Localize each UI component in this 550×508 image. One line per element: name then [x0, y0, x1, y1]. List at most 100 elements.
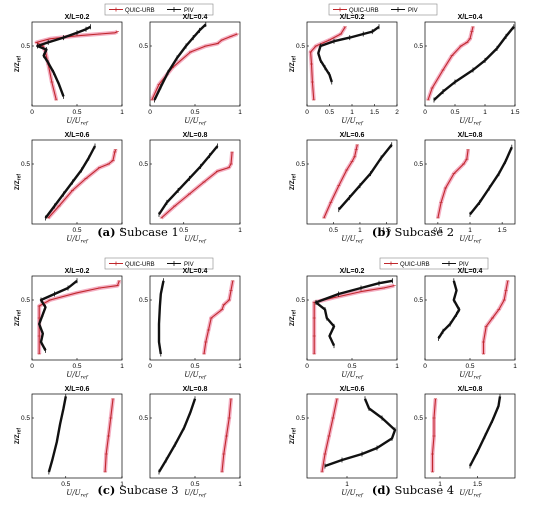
x-tick-label: 1: [120, 109, 124, 116]
panel-title: X/L=0.6: [65, 386, 90, 393]
y-tick-label: 0.5: [296, 43, 305, 50]
x-tick-label: 1.5: [473, 481, 482, 488]
y-axis-label: Z/Zref: [289, 310, 298, 326]
panel-title: X/L=0.8: [458, 132, 483, 139]
x-tick-label: 1: [238, 227, 242, 234]
y-axis-label: Z/Zref: [14, 428, 23, 444]
y-axis-label-sub: ref: [292, 174, 298, 181]
axes-box: [149, 275, 241, 361]
x-tick-label: 1: [345, 481, 349, 488]
legend-box: [104, 257, 214, 270]
x-axis-label-sub: ref: [355, 121, 363, 127]
x-axis-label: U/Uref: [459, 371, 482, 381]
x-axis-label-sub: ref: [80, 239, 88, 245]
panel-title: X/L=0.2: [65, 268, 90, 275]
x-tick-label: 0: [148, 363, 152, 370]
caption-label: (c): [97, 483, 115, 497]
model-line: [321, 398, 338, 473]
y-axis-label-sub: ref: [17, 56, 23, 63]
piv-line: [153, 23, 207, 101]
panel-4: X/L=0.80.5 10.5U/Uref: [139, 132, 242, 245]
piv-line: [44, 145, 97, 219]
legend-model-label: QUIC-URB: [349, 8, 379, 14]
model-glow: [312, 283, 395, 354]
x-tick-label: 0.5: [72, 227, 81, 234]
caption-text: Subcase 1: [116, 225, 179, 239]
x-axis-label-sub: ref: [355, 493, 363, 499]
y-axis-label: Z/Zref: [14, 310, 23, 326]
y-axis-label: Z/Zref: [289, 174, 298, 190]
axes-box: [306, 21, 398, 107]
x-axis-label: U/Uref: [66, 235, 89, 245]
axes-box: [424, 21, 516, 107]
model-line: [313, 285, 395, 354]
legend: QUIC-URB PIV: [328, 3, 438, 16]
model-line: [203, 280, 234, 355]
x-tick-label: 1.5: [382, 227, 391, 234]
model-glow: [202, 280, 235, 355]
x-tick-label: 1: [395, 363, 399, 370]
x-tick-label: 1: [120, 363, 124, 370]
legend-piv-label: PIV: [408, 8, 418, 14]
y-tick-label: 0.5: [139, 415, 148, 422]
x-axis-label: U/Uref: [66, 371, 89, 381]
model-line: [310, 26, 346, 101]
x-axis-label: U/Uref: [184, 489, 207, 499]
axes-box: [149, 139, 241, 225]
x-tick-label: 1: [350, 109, 354, 116]
piv-line: [314, 279, 393, 347]
legend-model-label: QUIC-URB: [125, 262, 155, 268]
model-line: [323, 144, 358, 219]
y-tick-label: 0.5: [296, 415, 305, 422]
piv-line: [469, 146, 513, 216]
panel-title: X/L=0.2: [340, 14, 365, 21]
model-line: [427, 26, 474, 101]
model-line: [104, 398, 114, 473]
piv-line: [437, 280, 461, 340]
x-axis-label: U/Uref: [459, 117, 482, 127]
axes-box: [424, 393, 516, 479]
y-axis-label-sub: ref: [17, 428, 23, 435]
x-axis-label-sub: ref: [473, 239, 481, 245]
x-tick-label: 0.5: [465, 363, 474, 370]
x-axis-label: U/Uref: [341, 117, 364, 127]
caption-label: (d): [372, 483, 391, 497]
x-tick-label: 0.5: [190, 363, 199, 370]
y-tick-label: 0.5: [414, 161, 423, 168]
x-axis-label-sub: ref: [473, 493, 481, 499]
y-axis-label-sub: ref: [17, 310, 23, 317]
panel-4: X/L=0.8 1 1.5 0.5 U/Uref: [414, 386, 516, 499]
piv-line: [433, 26, 515, 101]
x-tick-label: 1: [358, 227, 362, 234]
x-axis-label: U/Uref: [459, 489, 482, 499]
panel-title: X/L=0.2: [340, 268, 365, 275]
y-axis-label: Z/Zref: [14, 174, 23, 190]
y-axis-label-sub: ref: [292, 310, 298, 317]
x-tick-label: 0.5: [61, 481, 70, 488]
panel-title: X/L=0.8: [183, 386, 208, 393]
panel-title: X/L=0.8: [183, 132, 208, 139]
piv-line: [38, 279, 78, 351]
x-axis-label-sub: ref: [198, 239, 206, 245]
model-line: [151, 33, 238, 101]
x-axis-label-sub: ref: [80, 493, 88, 499]
piv-line: [157, 398, 197, 473]
x-tick-label: 0.5: [190, 109, 199, 116]
panel-2: X/L=0.40 0.5 10.5U/Uref: [414, 268, 517, 381]
x-tick-label: 0.5: [72, 363, 81, 370]
y-axis-label: Z/Zref: [14, 56, 23, 72]
panel-title: X/L=0.4: [458, 14, 483, 21]
panel-2: X/L=0.40 0.5 10.5U/Uref: [139, 14, 242, 127]
x-tick-label: 0: [30, 109, 34, 116]
caption-label: (b): [372, 225, 391, 239]
x-tick-label: 0.5: [325, 109, 334, 116]
model-glow: [435, 149, 471, 219]
x-axis-label-sub: ref: [355, 375, 363, 381]
